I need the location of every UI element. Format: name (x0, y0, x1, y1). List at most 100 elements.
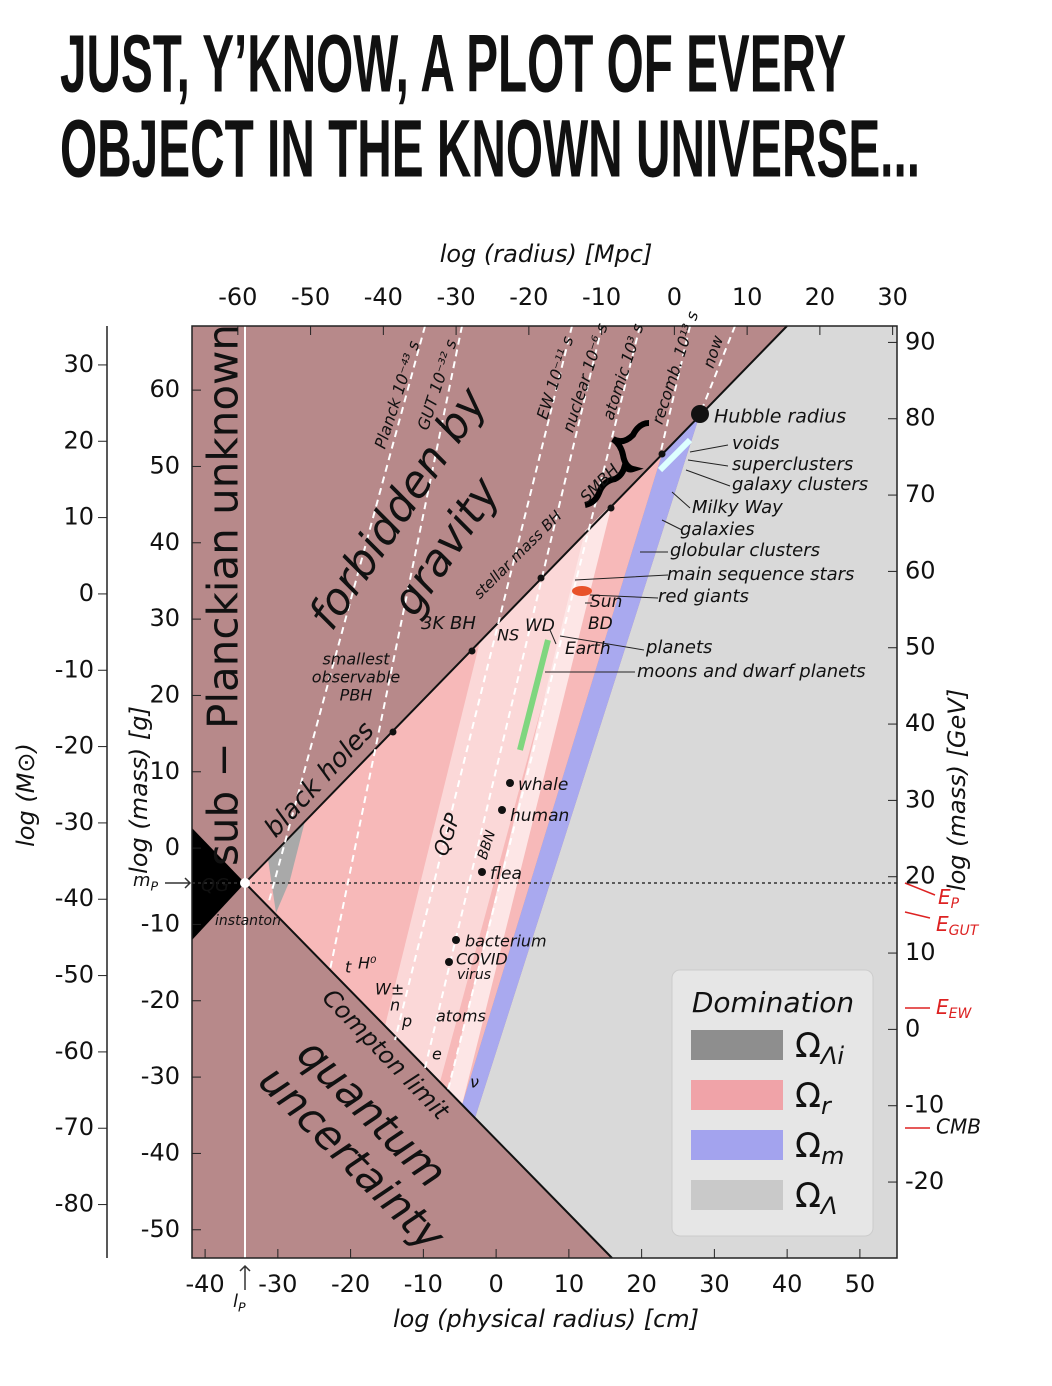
y3-tick-label: -30 (55, 808, 94, 836)
y3-tick-label: -40 (55, 884, 94, 912)
legend-sub: m (821, 1142, 844, 1170)
inflation-band (268, 821, 305, 913)
qg-region (192, 828, 245, 940)
y3-tick-label: -80 (55, 1190, 94, 1218)
x2-tick-label: -20 (509, 283, 548, 311)
object-label: Earth (565, 639, 611, 659)
energy-arrows (904, 882, 936, 1129)
y3-tick-label: 30 (63, 350, 94, 378)
object-label: human (510, 806, 569, 826)
axis-title: log (M⊙) (12, 743, 40, 847)
y-tick-label: 40 (149, 528, 180, 556)
energy-marker-sub: EW (949, 1006, 973, 1022)
y-tick-label: 0 (165, 833, 180, 861)
dot (506, 779, 514, 787)
planck-mass-marker-main: m (133, 870, 151, 891)
dot (691, 405, 709, 423)
y3-tick-label: -10 (55, 655, 94, 683)
y3-tick-label: -60 (55, 1037, 94, 1065)
y-tick-label: 60 (149, 375, 180, 403)
planck-length-marker-main: l (233, 1291, 238, 1312)
planck-mass-marker-sub: P (151, 878, 159, 893)
legend-symbol: Ω (795, 1076, 821, 1116)
object-label: p (401, 1012, 412, 1031)
object-label: COVID (456, 950, 508, 969)
dot (445, 958, 453, 966)
object-label: W± (375, 980, 404, 999)
legend-label: Ωr (795, 1076, 833, 1121)
y-tick-label: -30 (141, 1062, 180, 1090)
legend-symbol: Ω (795, 1126, 821, 1166)
epoch-line (267, 325, 426, 906)
object-label: whale (518, 775, 568, 795)
bbn-band (448, 504, 612, 1105)
axis-title: log (radius) [Mpc] (440, 240, 653, 268)
legend-swatch (691, 1130, 783, 1160)
object-label: superclusters (732, 454, 853, 475)
epoch-line (394, 325, 573, 1041)
plot-frame (191, 325, 898, 1259)
object-label: WD (525, 616, 555, 636)
legend-symbol: Ω (795, 1026, 821, 1066)
cluster-strip (657, 437, 693, 473)
x2-tick-label: -50 (291, 283, 330, 311)
brace (584, 420, 650, 508)
object-label: galaxies (680, 519, 755, 540)
planck-arrows (165, 877, 251, 1290)
object-label: main sequence stars (667, 564, 854, 585)
y2-tick-label: -10 (905, 1091, 944, 1119)
object-label: H⁰ (358, 954, 377, 973)
object-label: BD (588, 614, 613, 634)
object-label: Milky Way (692, 497, 783, 518)
y2-tick-label: 80 (905, 404, 936, 432)
region-label: QG (201, 875, 229, 896)
y-tick-label: 20 (149, 680, 180, 708)
x-tick-label: -10 (404, 1270, 443, 1298)
dot (537, 574, 545, 582)
energy-marker: EGUT (936, 912, 980, 940)
object-label: bacterium (465, 932, 547, 951)
x-tick-label: 40 (772, 1270, 803, 1298)
sun-blob (572, 586, 592, 596)
object-label: moons and dwarf planets (637, 661, 866, 682)
x-tick-label: -30 (258, 1270, 297, 1298)
object-label: virus (457, 967, 491, 983)
x2-tick-label: -10 (582, 283, 621, 311)
energy-marker: CMB (936, 1115, 981, 1139)
axis-title: log (physical radius) [cm] (393, 1305, 699, 1333)
compton-line (244, 882, 613, 1259)
object-label: flea (490, 864, 522, 884)
object-label: e (432, 1045, 442, 1064)
y2-tick-label: 0 (905, 1014, 920, 1042)
object-label: smallest (322, 650, 390, 669)
x-tick-label: -20 (331, 1270, 370, 1298)
x-tick-label: -40 (185, 1270, 224, 1298)
y3-tick-label: -70 (55, 1113, 94, 1141)
legend-sub: Λi (819, 1042, 844, 1070)
object-label: planets (645, 637, 712, 658)
dot (452, 936, 460, 944)
legend-swatch (691, 1030, 783, 1060)
legend-label: ΩΛi (795, 1026, 844, 1071)
object-label: galaxy clusters (732, 474, 868, 495)
y3-tick-label: 10 (63, 503, 94, 531)
planck-point (240, 878, 250, 888)
energy-marker-main: E (936, 995, 949, 1019)
dot (498, 806, 506, 814)
y-tick-label: 50 (149, 451, 180, 479)
y-tick-label: 30 (149, 604, 180, 632)
x2-tick-label: 10 (732, 283, 763, 311)
planck-mass-marker: mP (133, 870, 159, 893)
object-label: observable (312, 668, 401, 687)
y2-tick-label: 40 (905, 709, 936, 737)
energy-marker: EP (938, 885, 960, 913)
x-tick-label: 0 (488, 1270, 503, 1298)
energy-marker-sub: GUT (949, 923, 980, 939)
y2-tick-label: 30 (905, 785, 936, 813)
y-tick-label: -20 (141, 986, 180, 1014)
object-label: NS (497, 626, 519, 645)
y2-tick-label: 90 (905, 327, 936, 355)
x2-tick-label: -30 (437, 283, 476, 311)
